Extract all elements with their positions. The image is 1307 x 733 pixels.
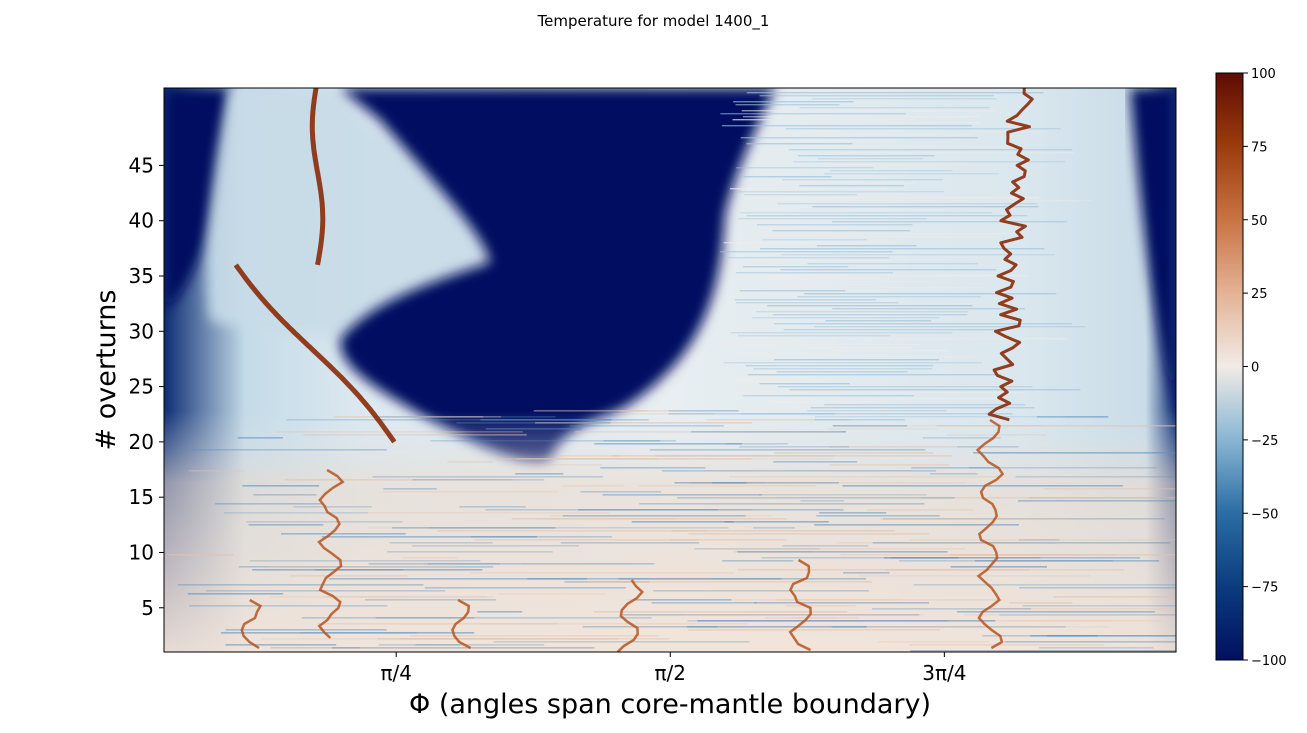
plume-line bbox=[987, 88, 1034, 422]
y-axis: 5 10 15 20 25 30 35 40 45 bbox=[129, 153, 164, 620]
plume-trace bbox=[451, 598, 472, 650]
colorbar-tick-label: −100 bbox=[1251, 654, 1287, 669]
y-tick-label: 25 bbox=[129, 375, 154, 399]
colorbar: 100 75 50 25 0 −25 −50 −75 −100 bbox=[1215, 67, 1287, 669]
colorbar-tick-label: 0 bbox=[1251, 361, 1259, 376]
colorbar-tick-label: −75 bbox=[1251, 581, 1278, 596]
plume-trace bbox=[317, 468, 345, 639]
y-tick-label: 35 bbox=[129, 264, 154, 288]
x-axis-label: Φ (angles span core-mantle boundary) bbox=[409, 689, 931, 720]
x-axis: π/4 π/2 3π/4 bbox=[380, 652, 966, 685]
plume-trace bbox=[975, 418, 1005, 650]
y-tick-label: 15 bbox=[129, 485, 154, 509]
colorbar-tick-label: 50 bbox=[1251, 214, 1268, 229]
x-tick-label: π/4 bbox=[380, 661, 412, 685]
colorbar-tick-label: 100 bbox=[1251, 67, 1276, 82]
heatmap-plot-area bbox=[164, 88, 1176, 652]
y-tick-label: 30 bbox=[129, 319, 154, 343]
y-axis-label: # overturns bbox=[91, 290, 122, 451]
y-tick-label: 5 bbox=[141, 596, 154, 620]
plume-line bbox=[309, 88, 326, 266]
x-tick-label: π/2 bbox=[655, 661, 687, 685]
plume-line bbox=[233, 263, 397, 444]
colorbar-tick-label: −25 bbox=[1251, 434, 1278, 449]
y-tick-label: 40 bbox=[129, 209, 154, 233]
plume-trace bbox=[240, 598, 263, 650]
figure-title: Temperature for model 1400_1 bbox=[537, 12, 770, 30]
colorbar-tick-label: 75 bbox=[1251, 140, 1268, 155]
plume-trace bbox=[616, 579, 645, 652]
colorbar-tick-label: −50 bbox=[1251, 507, 1278, 522]
y-tick-label: 10 bbox=[129, 540, 154, 564]
plume-trace bbox=[788, 558, 812, 652]
y-tick-label: 20 bbox=[129, 430, 154, 454]
colorbar-gradient bbox=[1215, 72, 1244, 661]
colorbar-tick-label: 25 bbox=[1251, 287, 1268, 302]
x-tick-label: 3π/4 bbox=[922, 661, 966, 685]
y-tick-label: 45 bbox=[129, 153, 154, 177]
